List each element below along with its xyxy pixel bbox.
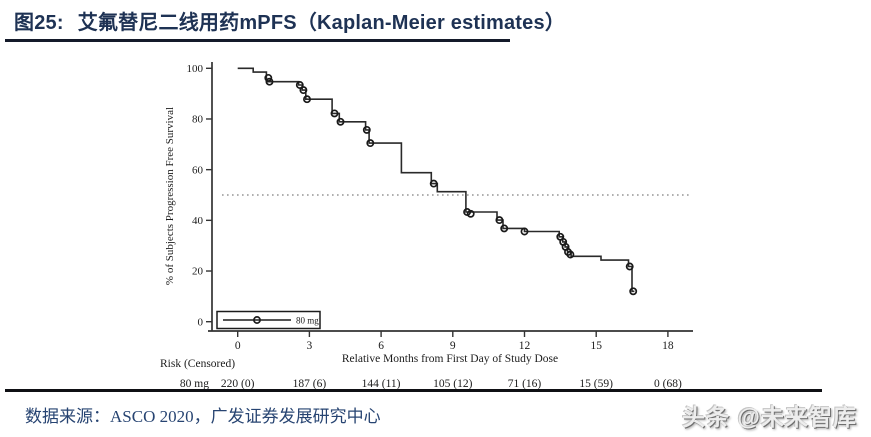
svg-text:0: 0 (235, 340, 241, 352)
axes (208, 62, 693, 332)
risk-row-value: 15 (59) (579, 378, 613, 390)
svg-text:60: 60 (192, 164, 204, 176)
risk-row-value: 220 (0) (221, 378, 255, 390)
figure-title-bar: 图25: 艾氟替尼二线用药mPFS（Kaplan-Meier estimates） (14, 6, 565, 35)
x-axis-title: Relative Months from First Day of Study … (342, 353, 558, 365)
censor-marks (264, 73, 638, 296)
svg-text:9: 9 (450, 340, 456, 352)
figure-title: 艾氟替尼二线用药mPFS（Kaplan-Meier estimates） (77, 12, 566, 34)
risk-row-value: 187 (6) (293, 378, 327, 390)
legend-box: 80 mg (216, 310, 321, 330)
svg-text:15: 15 (590, 340, 602, 352)
figure-number: 图25: (14, 12, 64, 34)
svg-text:40: 40 (192, 215, 204, 227)
source-line: 数据来源：ASCO 2020，广发证券发展研究中心 (25, 402, 381, 427)
footer-divider (5, 389, 822, 392)
title-underline (5, 39, 510, 42)
y-axis-ticks: 0 20 40 60 80 100 (187, 63, 212, 328)
risk-table-header: Risk (Censored) (160, 358, 235, 370)
svg-text:3: 3 (307, 340, 313, 352)
svg-text:18: 18 (662, 340, 674, 352)
y-axis-title: % of Subjects Progression Free Survival (164, 107, 176, 285)
risk-row-name: 80 mg (180, 378, 209, 390)
svg-text:80: 80 (192, 114, 204, 126)
risk-row-value: 0 (68) (654, 378, 682, 390)
source-text: ASCO 2020，广发证券发展研究中心 (110, 407, 381, 426)
svg-text:100: 100 (187, 63, 204, 75)
svg-text:12: 12 (519, 340, 531, 352)
km-curve-80mg (237, 67, 635, 293)
legend-label: 80 mg (296, 316, 319, 326)
km-chart: 0 20 40 60 80 100 0 3 6 9 12 15 18 Relative Months fr… (0, 50, 871, 390)
source-label: 数据来源： (25, 407, 110, 426)
risk-row-value: 105 (12) (433, 378, 472, 390)
x-axis-ticks: 0 3 6 9 12 15 18 (235, 331, 674, 352)
svg-text:0: 0 (198, 316, 204, 328)
svg-text:20: 20 (192, 266, 204, 278)
watermark: 头条 @未来智库 (682, 404, 857, 430)
svg-text:6: 6 (378, 340, 384, 352)
risk-row-value: 71 (16) (508, 378, 542, 390)
risk-row-value: 144 (11) (362, 378, 401, 390)
risk-table: Risk (Censored) 80 mg 220 (0) 187 (6) 144 (1… (160, 358, 682, 390)
km-plot-svg: 0 20 40 60 80 100 0 3 6 9 12 15 18 Relative Months fr… (160, 62, 693, 390)
